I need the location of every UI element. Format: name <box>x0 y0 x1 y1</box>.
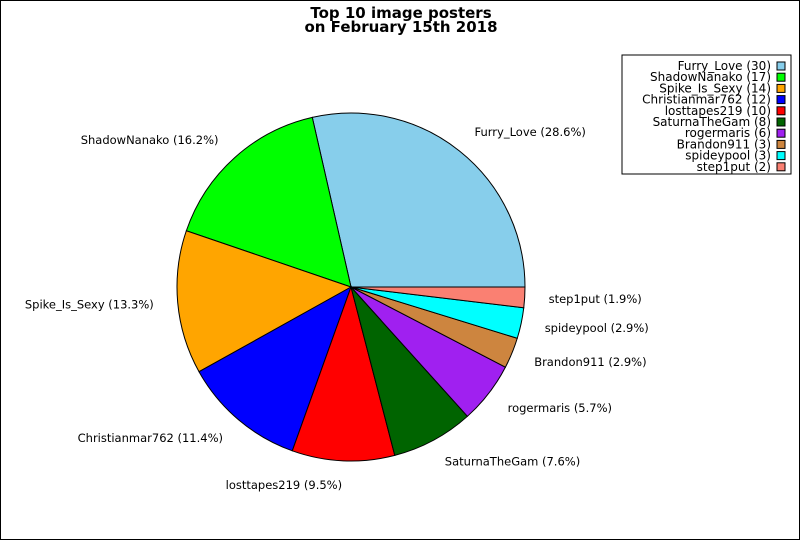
slice-label-losttapes219: losttapes219 (9.5%) <box>226 478 342 492</box>
legend-swatch-furry-love <box>776 61 786 71</box>
slice-label-saturnathegam: SaturnaTheGam (7.6%) <box>445 454 580 468</box>
slice-label-christianmar762: Christianmar762 (11.4%) <box>78 431 223 445</box>
legend-items: Furry_Love (30)ShadowNanako (17)Spike_Is… <box>642 59 786 174</box>
legend-swatch-christianmar762 <box>776 95 786 105</box>
pie-slice-furry-love <box>311 112 526 288</box>
legend-label-shadownanako: ShadowNanako (17) <box>650 70 771 84</box>
slice-labels: Furry_Love (28.6%) ShadowNanako (16.2%) Sp… <box>25 125 649 492</box>
slice-label-step1put: step1put (1.9%) <box>549 292 642 306</box>
pie-slice-step1put <box>350 286 526 309</box>
chart-title-line-1: Top 10 image posters <box>310 4 491 22</box>
slice-label-rogermaris: rogermaris (5.7%) <box>508 401 612 415</box>
legend-swatch-step1put <box>776 162 786 172</box>
legend-label-step1put: step1put (2) <box>697 160 771 174</box>
pie-slice-losttapes219 <box>291 285 396 462</box>
legend-label-brandon911: Brandon911 (3) <box>677 137 771 151</box>
slice-label-furry-love: Furry_Love (28.6%) <box>475 125 586 139</box>
legend-swatch-spideypool <box>776 151 786 161</box>
legend-label-furry-love: Furry_Love (30) <box>678 59 771 73</box>
pie-slice-spike-is-sexy <box>176 230 353 373</box>
pie-slices <box>176 112 526 462</box>
legend-label-saturnathegam: SaturnaTheGam (8) <box>653 115 771 129</box>
legend-swatch-brandon911 <box>776 139 786 149</box>
legend-swatch-shadownanako <box>776 72 786 82</box>
legend-label-losttapes219: losttapes219 (10) <box>665 104 771 118</box>
legend: Furry_Love (30)ShadowNanako (17)Spike_Is… <box>621 54 792 175</box>
legend-swatch-spike-is-sexy <box>776 83 786 93</box>
legend-label-rogermaris: rogermaris (6) <box>685 126 771 140</box>
slice-label-brandon911: Brandon911 (2.9%) <box>534 355 646 369</box>
chart-title-line-2: on February 15th 2018 <box>304 18 497 36</box>
legend-swatch-rogermaris <box>776 128 786 138</box>
slice-label-spike-is-sexy: Spike_Is_Sexy (13.3%) <box>25 298 154 312</box>
legend-label-spike-is-sexy: Spike_Is_Sexy (14) <box>659 81 771 95</box>
legend-label-spideypool: spideypool (3) <box>685 149 771 163</box>
legend-box <box>621 54 792 175</box>
slice-label-shadownanako: ShadowNanako (16.2%) <box>81 133 219 147</box>
legend-swatch-saturnathegam <box>776 117 786 127</box>
pie-slice-christianmar762 <box>198 285 352 452</box>
legend-label-christianmar762: Christianmar762 (12) <box>642 93 771 107</box>
legend-swatch-losttapes219 <box>776 106 786 116</box>
slice-label-spideypool: spideypool (2.9%) <box>545 321 649 335</box>
